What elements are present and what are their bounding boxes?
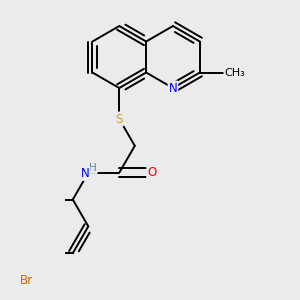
Text: S: S (116, 112, 123, 125)
Text: N: N (81, 167, 90, 180)
Text: CH₃: CH₃ (225, 68, 245, 77)
Text: H: H (89, 163, 97, 173)
Text: O: O (147, 166, 157, 179)
Text: N: N (169, 82, 177, 94)
Text: Br: Br (20, 274, 33, 286)
